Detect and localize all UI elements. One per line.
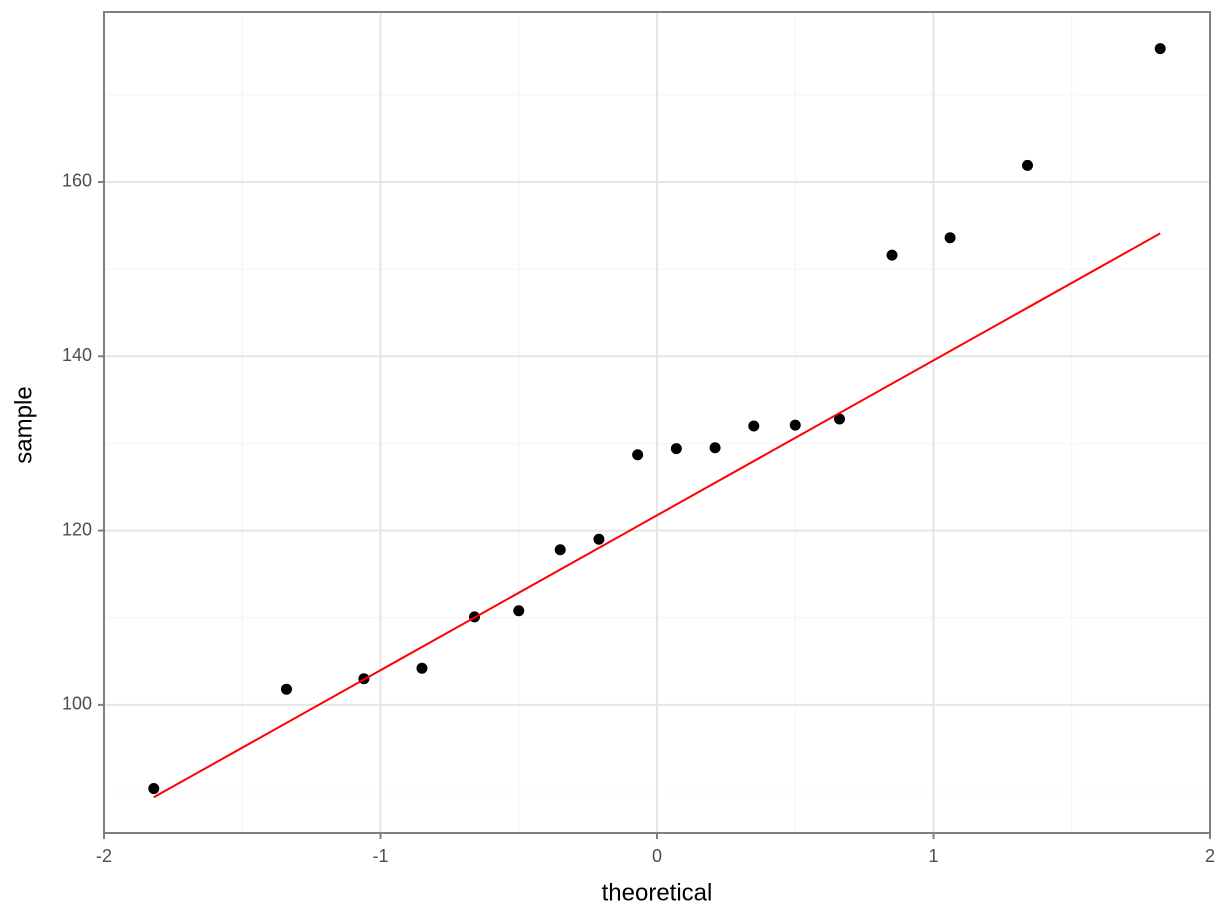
point <box>632 449 644 461</box>
x-tick-label: -2 <box>96 846 112 866</box>
qq-line <box>153 232 1161 799</box>
point <box>593 533 605 545</box>
point <box>554 544 566 556</box>
point <box>944 232 956 244</box>
point <box>513 605 525 617</box>
point <box>886 249 898 261</box>
point <box>670 443 682 455</box>
point <box>280 683 292 695</box>
x-tick-label: 0 <box>652 846 662 866</box>
y-tick-label: 140 <box>62 345 92 365</box>
point <box>148 783 160 795</box>
x-axis-title: theoretical <box>602 879 713 906</box>
x-tick-label: 1 <box>928 846 938 866</box>
point <box>709 442 721 454</box>
y-tick-label: 120 <box>62 519 92 539</box>
point <box>833 413 845 425</box>
point <box>1154 43 1166 55</box>
point <box>1022 159 1034 171</box>
point <box>789 419 801 431</box>
point <box>748 420 760 432</box>
x-tick-label: 2 <box>1205 846 1215 866</box>
point <box>416 662 428 674</box>
y-tick-label: 160 <box>62 171 92 191</box>
y-axis-title: sample <box>10 386 37 463</box>
panel-border <box>103 11 1211 834</box>
y-tick-label: 100 <box>62 694 92 714</box>
x-tick-label: -1 <box>372 846 388 866</box>
